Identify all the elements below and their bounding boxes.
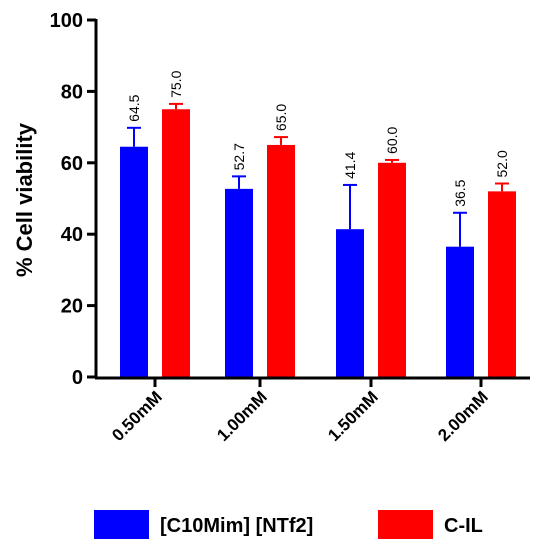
plot-area: 64.5 75.0 52.7 65.0 41.4 60.0 36.5 52.0 (120, 70, 516, 377)
x-tick-label: 2.00mM (434, 387, 492, 445)
data-label: 52.0 (494, 150, 510, 177)
bar (488, 191, 516, 377)
legend-swatch (378, 510, 433, 539)
bars-layer (120, 109, 516, 377)
error-bars-layer (127, 102, 509, 247)
legend: [C10Mim] [NTf2] C-IL (94, 510, 483, 539)
data-label: 36.5 (452, 179, 468, 206)
y-axis-title: % Cell viability (12, 122, 37, 277)
legend-label: C-IL (444, 515, 483, 537)
data-label: 52.7 (231, 143, 247, 170)
y-tick-label: 0 (72, 367, 83, 389)
bar (336, 229, 364, 377)
bar (120, 146, 148, 377)
legend-label: [C10Mim] [NTf2] (160, 515, 313, 537)
value-labels-layer: 64.5 75.0 52.7 65.0 41.4 60.0 36.5 52.0 (126, 70, 510, 206)
bar (446, 246, 474, 377)
y-tick-label: 80 (61, 81, 83, 103)
x-tick-label: 0.50mM (108, 387, 166, 445)
x-tick-label: 1.00mM (213, 387, 271, 445)
bar (162, 109, 190, 377)
y-tick-label: 60 (61, 153, 83, 175)
data-label: 41.4 (342, 151, 358, 178)
legend-swatch (94, 510, 149, 539)
data-label: 65.0 (273, 104, 289, 131)
y-tick-label: 100 (50, 10, 83, 32)
y-ticks: 0 20 40 60 80 100 (50, 10, 96, 389)
data-label: 60.0 (384, 126, 400, 153)
x-ticks: 0.50mM 1.00mM 1.50mM 2.00mM (108, 378, 492, 445)
y-tick-label: 20 (61, 296, 83, 318)
x-tick-label: 1.50mM (324, 387, 382, 445)
bar (267, 144, 295, 377)
data-label: 64.5 (126, 94, 142, 121)
bar (378, 162, 406, 377)
data-label: 75.0 (168, 70, 184, 97)
y-tick-label: 40 (61, 224, 83, 246)
bar (225, 188, 253, 377)
